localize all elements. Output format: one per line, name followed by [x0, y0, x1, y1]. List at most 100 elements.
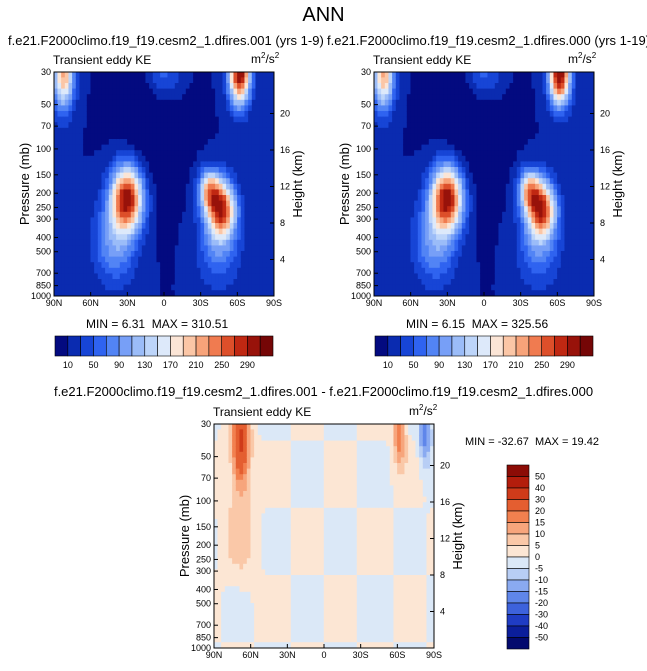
- lat-tick-label: 0: [481, 298, 486, 308]
- pressure-tick-label: 70: [41, 121, 51, 131]
- lat-tick-label: 30N: [439, 298, 456, 308]
- colorbar-3-label: 15: [535, 518, 545, 528]
- panel-2-title: f.e21.F2000climo.f19_f19.cesm2_1.dfires.…: [327, 33, 647, 48]
- colorbar-2-label: 250: [534, 360, 549, 370]
- lat-tick-label: 60S: [549, 298, 565, 308]
- panel-1-field: [53, 71, 275, 297]
- lat-tick-label: 30S: [353, 650, 369, 660]
- colorbar-3-swatch: [506, 499, 530, 512]
- colorbar-3-swatch: [506, 614, 530, 627]
- colorbar-1-swatch: [259, 335, 274, 357]
- panel-1-units: m2/s2: [251, 51, 280, 66]
- colorbar-1-label: 10: [63, 360, 73, 370]
- colorbar-3-label: 0: [535, 552, 540, 562]
- panel-3-field: [213, 423, 435, 649]
- colorbar-1-label: 50: [88, 360, 98, 370]
- panel-1-ylabel: Pressure (mb): [17, 143, 32, 225]
- panel-2-left-title: Transient eddy KE: [373, 53, 472, 67]
- height-tick-label: 16: [600, 145, 610, 155]
- pressure-tick-label: 50: [201, 452, 211, 462]
- pressure-tick-label: 70: [201, 473, 211, 483]
- colorbar-3-swatch: [506, 522, 530, 535]
- pressure-tick-label: 300: [196, 566, 211, 576]
- colorbar-2-swatch: [579, 335, 594, 357]
- pressure-tick-label: 250: [36, 202, 51, 212]
- lat-tick-label: 30S: [513, 298, 529, 308]
- height-tick-label: 4: [440, 606, 445, 616]
- panel-3-minmax: MIN = -32.67 MAX = 19.42: [465, 436, 599, 448]
- colorbar-3-swatch: [506, 487, 530, 500]
- colorbar-3-swatch: [506, 545, 530, 558]
- panel-2-minmax: MIN = 6.15 MAX = 325.56: [406, 317, 549, 331]
- height-tick-label: 20: [600, 108, 610, 118]
- colorbar-3-label: 50: [535, 472, 545, 482]
- height-tick-label: 12: [440, 533, 450, 543]
- pressure-tick-label: 700: [36, 268, 51, 278]
- height-tick-label: 8: [600, 218, 605, 228]
- figure-title: ANN: [302, 4, 345, 26]
- pressure-tick-label: 1000: [191, 643, 211, 653]
- pressure-tick-label: 850: [36, 281, 51, 291]
- lat-tick-label: 60N: [242, 650, 259, 660]
- lat-tick-label: 60S: [389, 650, 405, 660]
- pressure-tick-label: 200: [356, 188, 371, 198]
- colorbar-3-label: -30: [535, 610, 548, 620]
- colorbar-1-label: 210: [189, 360, 204, 370]
- panel-3-ylabel-right: Height (km): [450, 502, 465, 569]
- colorbar-3-label: -10: [535, 575, 548, 585]
- lat-tick-label: 90S: [266, 298, 282, 308]
- pressure-tick-label: 700: [356, 268, 371, 278]
- colorbar-2-label: 210: [509, 360, 524, 370]
- height-tick-label: 12: [600, 181, 610, 191]
- panel-2-units: m2/s2: [568, 51, 597, 66]
- lat-tick-label: 90N: [46, 298, 63, 308]
- lat-tick-label: 30S: [193, 298, 209, 308]
- colorbar-3-label: 20: [535, 506, 545, 516]
- pressure-tick-label: 50: [41, 100, 51, 110]
- colorbar-2-label: 90: [434, 360, 444, 370]
- colorbar-1-label: 130: [137, 360, 152, 370]
- panel-3-ylabel: Pressure (mb): [177, 495, 192, 577]
- colorbar-3-swatch: [506, 556, 530, 569]
- height-tick-label: 12: [280, 181, 290, 191]
- colorbar-3-swatch: [506, 602, 530, 615]
- colorbar-3-label: -50: [535, 633, 548, 643]
- colorbar-3-swatch: [506, 464, 530, 477]
- colorbar-3-label: 40: [535, 483, 545, 493]
- panel-1-title: f.e21.F2000climo.f19_f19.cesm2_1.dfires.…: [8, 33, 324, 48]
- pressure-tick-label: 300: [356, 214, 371, 224]
- pressure-tick-label: 200: [36, 188, 51, 198]
- height-tick-label: 4: [280, 254, 285, 264]
- height-tick-label: 16: [280, 145, 290, 155]
- pressure-tick-label: 100: [196, 496, 211, 506]
- pressure-tick-label: 150: [36, 170, 51, 180]
- pressure-tick-label: 1000: [31, 291, 51, 301]
- panel-3-title: f.e21.F2000climo.f19_f19.cesm2_1.dfires.…: [53, 384, 594, 399]
- colorbar-3-label: 5: [535, 541, 540, 551]
- pressure-tick-label: 150: [356, 170, 371, 180]
- panel-2-field: [373, 71, 595, 297]
- colorbar-1-label: 250: [214, 360, 229, 370]
- colorbar-3-label: -15: [535, 587, 548, 597]
- pressure-tick-label: 500: [36, 247, 51, 257]
- colorbar-2-label: 290: [560, 360, 575, 370]
- colorbar-3-label: -40: [535, 621, 548, 631]
- pressure-tick-label: 850: [196, 633, 211, 643]
- pressure-tick-label: 100: [36, 144, 51, 154]
- colorbar-3-label: -5: [535, 564, 543, 574]
- panel-3-left-title: Transient eddy KE: [213, 405, 312, 419]
- pressure-tick-label: 150: [196, 522, 211, 532]
- colorbar-1-label: 290: [240, 360, 255, 370]
- lat-tick-label: 90N: [366, 298, 383, 308]
- colorbar-3-swatch: [506, 533, 530, 546]
- pressure-tick-label: 100: [356, 144, 371, 154]
- colorbar-3-label: -20: [535, 598, 548, 608]
- pressure-tick-label: 1000: [351, 291, 371, 301]
- height-tick-label: 4: [600, 254, 605, 264]
- lat-tick-label: 30N: [119, 298, 136, 308]
- pressure-tick-label: 30: [41, 67, 51, 77]
- pressure-tick-label: 200: [196, 540, 211, 550]
- pressure-tick-label: 70: [361, 121, 371, 131]
